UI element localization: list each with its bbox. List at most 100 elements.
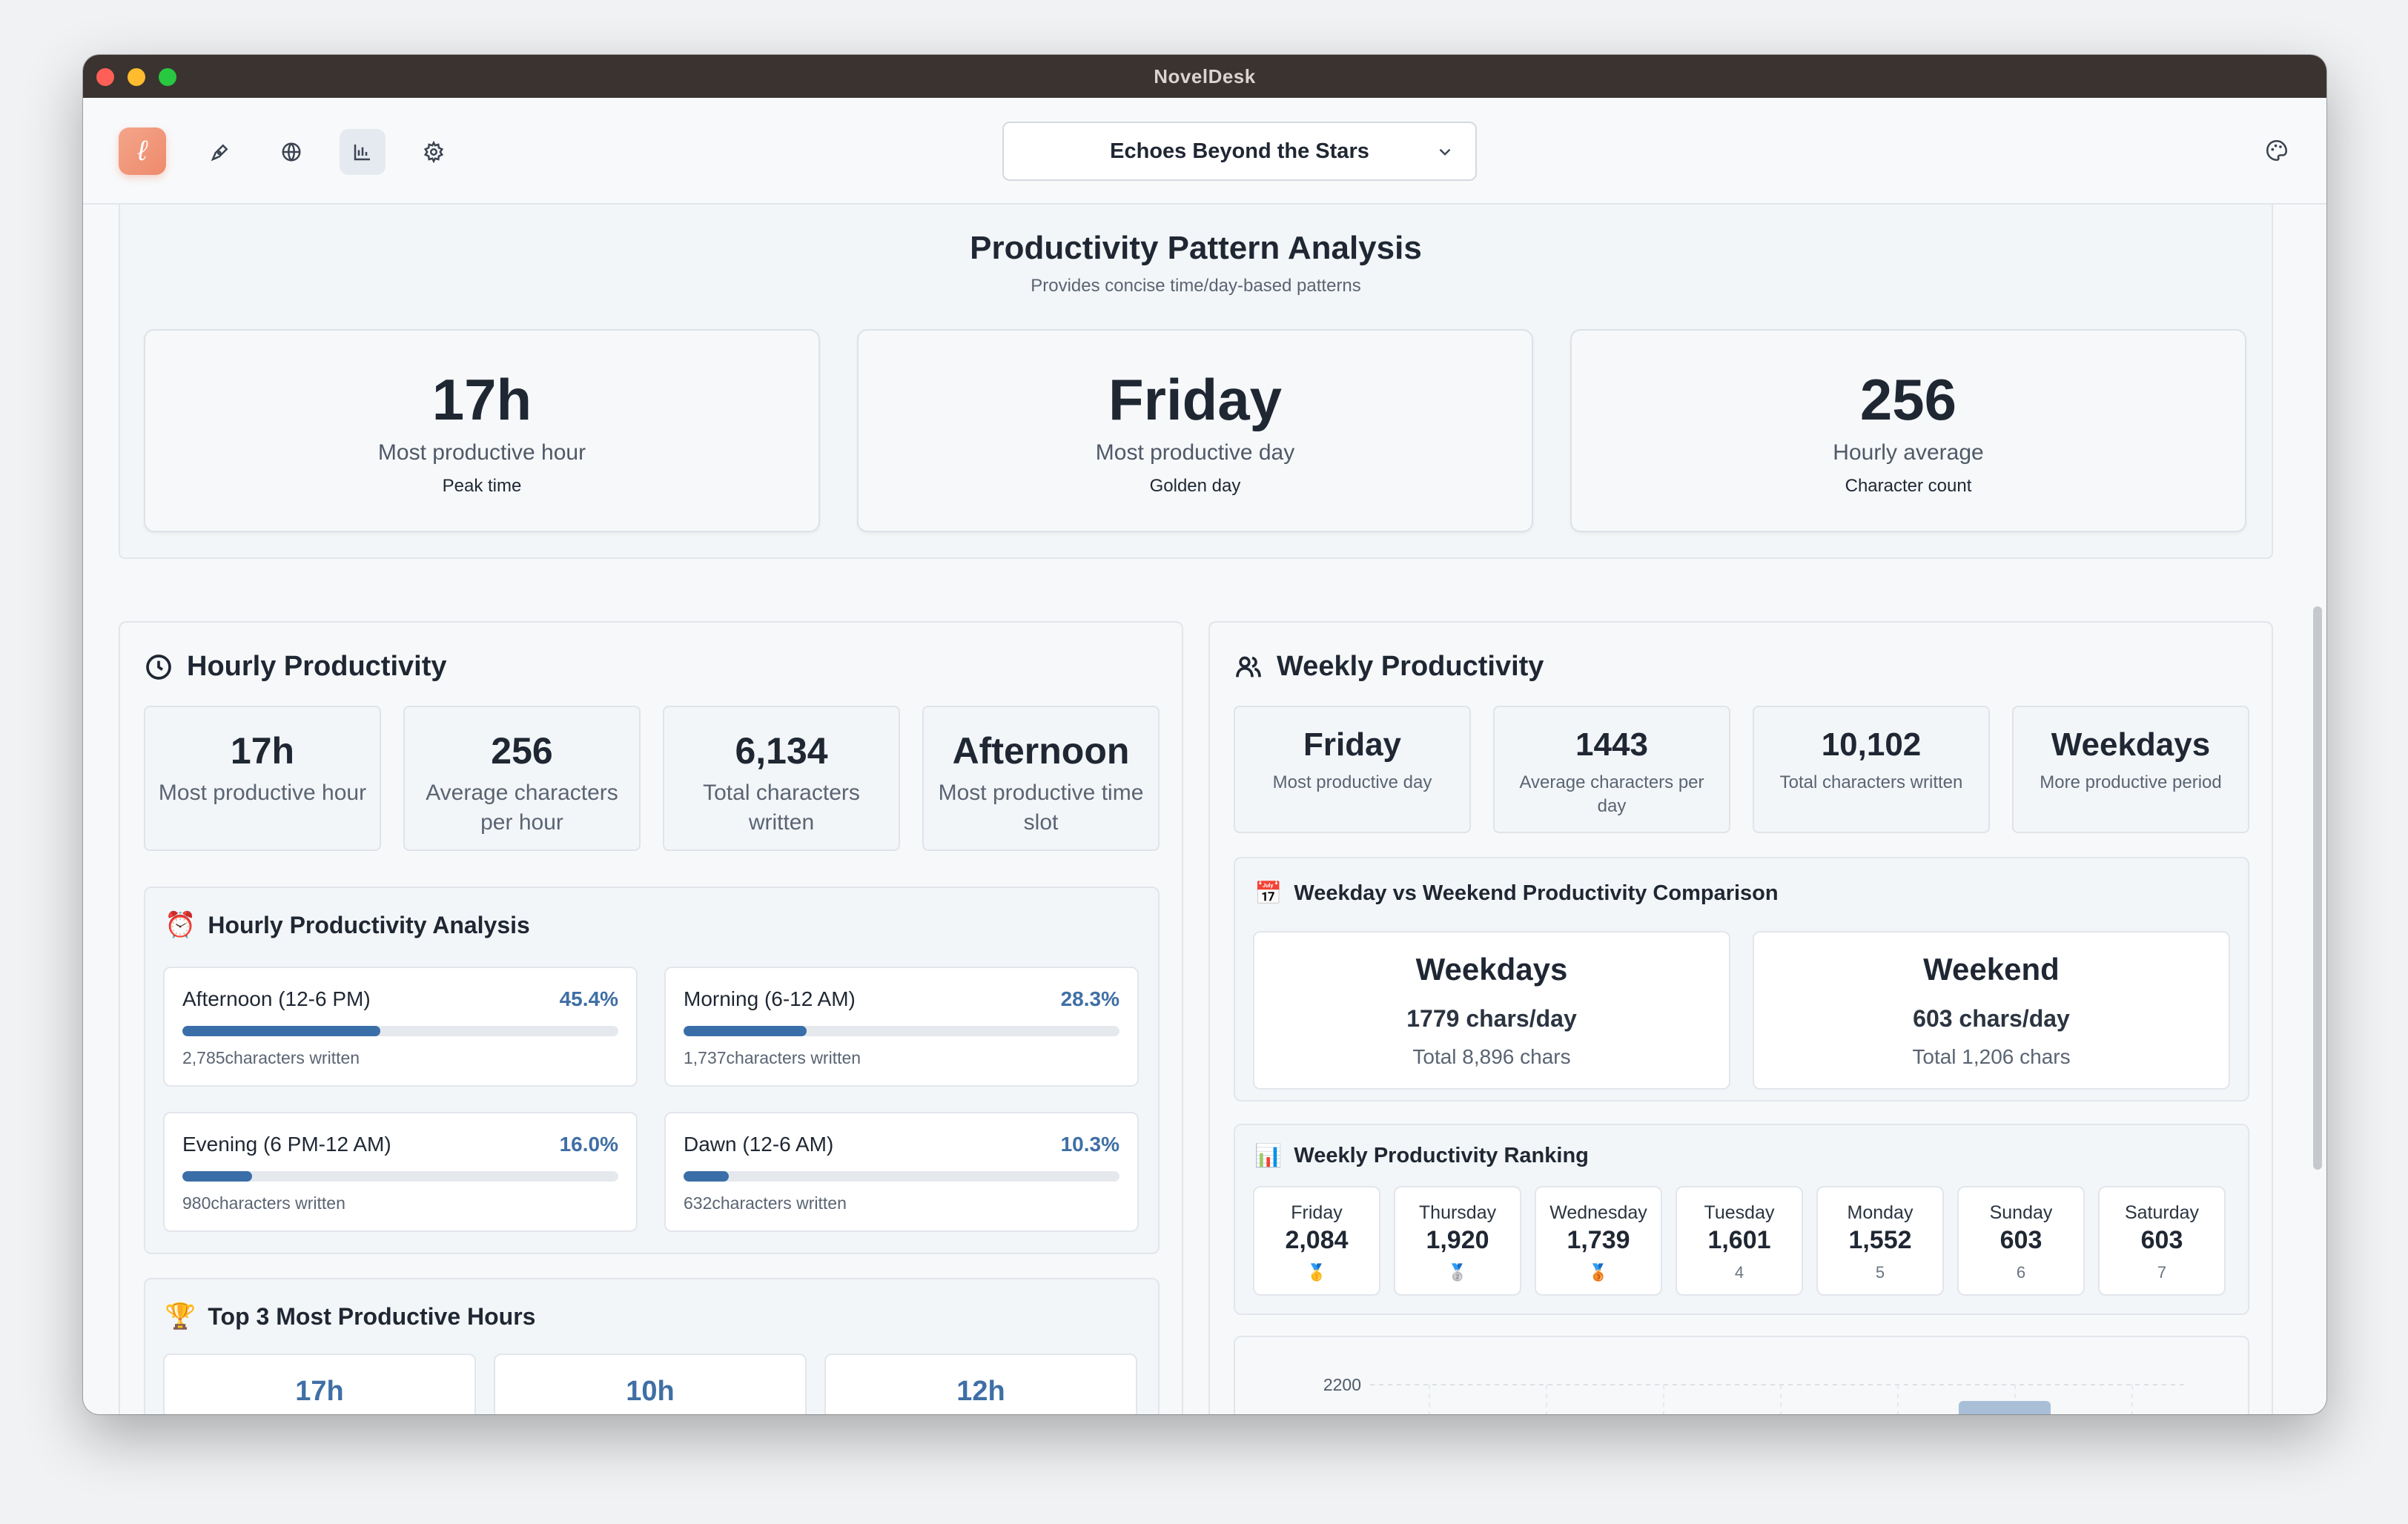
subpanel-header: 🏆 Top 3 Most Productive Hours — [165, 1302, 535, 1331]
peak-hour-card: 17h Most productive hour Peak time — [144, 329, 820, 532]
project-select[interactable]: Echoes Beyond the Stars — [1002, 122, 1477, 181]
weekly-chart: 2200 — [1323, 1375, 2187, 1414]
trophy-icon: 🏆 — [165, 1302, 196, 1331]
stat-label: Most productive hour — [158, 781, 367, 805]
minimize-window-button[interactable] — [128, 68, 145, 86]
rank-value: 1,739 — [1567, 1226, 1630, 1254]
rank-day: Thursday — [1418, 1202, 1497, 1223]
write-nav-button[interactable] — [197, 129, 243, 175]
panel-header: Hourly Productivity — [144, 651, 447, 683]
card-value: 256 — [1859, 367, 1957, 432]
stat-value: Weekdays — [2051, 726, 2211, 763]
stat-label: Most productive day — [1272, 772, 1432, 792]
vertical-scrollbar[interactable] — [2313, 211, 2322, 1414]
pattern-analysis-panel: Productivity Pattern Analysis Provides c… — [119, 205, 2273, 559]
top-toolbar: ℓ Echoes Beyond the Stars — [83, 98, 2326, 205]
card-label: Most productive day — [1095, 440, 1295, 465]
stat-value: 1443 — [1575, 726, 1648, 763]
card-sublabel: Golden day — [1149, 476, 1241, 496]
progress-track — [684, 1171, 1119, 1182]
weekend-rate: 603 chars/day — [1913, 1005, 2070, 1032]
time-slot-card: Morning (6-12 AM) 28.3% 1,737characters … — [664, 967, 1139, 1087]
stat-label: Most productive time slot — [938, 781, 1144, 835]
top-hour-value: 10h — [626, 1376, 675, 1407]
app-logo[interactable]: ℓ — [119, 127, 166, 175]
progress-fill — [182, 1171, 253, 1182]
weekday-weekend-subpanel: 📅 Weekday vs Weekend Productivity Compar… — [1234, 857, 2249, 1101]
progress-track — [182, 1171, 618, 1182]
card-value: Friday — [1108, 367, 1283, 432]
gold-medal-icon: 🥇 — [1306, 1263, 1327, 1282]
time-slot-percent: 45.4% — [559, 987, 618, 1010]
subpanel-title: Hourly Productivity Analysis — [208, 911, 530, 938]
time-slot-name: Dawn (12-6 AM) — [684, 1133, 834, 1156]
rank-card: Sunday 603 6 — [1957, 1186, 2085, 1296]
rank-value: 2,084 — [1285, 1226, 1349, 1254]
close-window-button[interactable] — [96, 68, 114, 86]
top-hour-value: 12h — [956, 1376, 1005, 1407]
rank-card: Monday 1,552 5 — [1816, 1186, 1944, 1296]
progress-fill — [684, 1171, 729, 1182]
bar-chart-icon — [354, 145, 370, 161]
progress-track — [684, 1026, 1119, 1036]
stat-card: Friday Most productive day — [1234, 706, 1471, 833]
rank-card: Tuesday 1,601 4 — [1676, 1186, 1803, 1296]
weekly-productivity-panel: Weekly Productivity Friday Most producti… — [1208, 621, 2273, 1414]
stat-label: More productive period — [2040, 772, 2222, 792]
rank-day: Friday — [1291, 1202, 1343, 1223]
time-slot-name: Afternoon (12-6 PM) — [182, 987, 371, 1010]
top-hour-card: 10h — [494, 1354, 807, 1414]
world-nav-button[interactable] — [268, 129, 314, 175]
hourly-average-card: 256 Hourly average Character count — [1570, 329, 2246, 532]
chevron-down-icon — [1439, 148, 1451, 156]
window-controls — [96, 68, 176, 86]
rank-value: 603 — [2140, 1226, 2183, 1254]
palette-icon[interactable] — [2264, 138, 2289, 163]
stat-label: Total characters written — [1779, 772, 1963, 792]
stat-value: Friday — [1303, 726, 1402, 763]
scrollbar-thumb[interactable] — [2313, 606, 2322, 1170]
stat-card: 1443 Average characters per day — [1493, 706, 1730, 833]
card-label: Hourly average — [1833, 440, 1984, 465]
rank-value: 603 — [2000, 1226, 2042, 1254]
clock-icon — [146, 654, 171, 680]
rank-number: 4 — [1734, 1263, 1744, 1282]
progress-fill — [684, 1026, 807, 1036]
rank-number: 6 — [2016, 1263, 2026, 1282]
time-slot-percent: 10.3% — [1060, 1133, 1119, 1156]
rank-day: Wednesday — [1549, 1202, 1647, 1223]
stat-card: 256 Average characters per hour — [403, 706, 641, 851]
time-slot-card: Afternoon (12-6 PM) 45.4% 2,785character… — [163, 967, 638, 1087]
subpanel-header: 📊 Weekly Productivity Ranking — [1254, 1143, 1589, 1169]
progress-track — [182, 1026, 618, 1036]
card-sublabel: Character count — [1845, 476, 1972, 496]
window-title: NovelDesk — [1154, 64, 1256, 87]
time-slot-chars: 980characters written — [182, 1193, 345, 1213]
weekdays-rate: 1779 chars/day — [1406, 1005, 1577, 1032]
rank-day: Saturday — [2124, 1202, 2200, 1223]
maximize-window-button[interactable] — [159, 68, 176, 86]
card-value: 17h — [431, 367, 532, 432]
hourly-productivity-panel: Hourly Productivity 17h Most productive … — [119, 621, 1183, 1414]
statistics-nav-button[interactable] — [340, 129, 386, 175]
globe-icon — [282, 142, 301, 162]
golden-day-card: Friday Most productive day Golden day — [857, 329, 1533, 532]
time-slot-card: Dawn (12-6 AM) 10.3% 632characters writt… — [664, 1112, 1139, 1232]
stat-card: 6,134 Total characters written — [663, 706, 900, 851]
gear-icon — [423, 141, 444, 163]
hourly-analysis-subpanel: ⏰ Hourly Productivity Analysis Afternoon… — [144, 887, 1160, 1254]
pattern-subtitle: Provides concise time/day-based patterns — [1031, 276, 1361, 296]
alarm-clock-icon: ⏰ — [165, 911, 196, 939]
pen-nib-icon — [211, 144, 228, 162]
weekend-total: Total 1,206 chars — [1912, 1045, 2071, 1068]
settings-nav-button[interactable] — [411, 129, 457, 175]
subpanel-title: Top 3 Most Productive Hours — [208, 1302, 536, 1330]
panel-header: Weekly Productivity — [1234, 651, 1544, 683]
top-hours-subpanel: 🏆 Top 3 Most Productive Hours 17h 10h 12… — [144, 1278, 1160, 1414]
stat-value: 10,102 — [1821, 726, 1922, 763]
rank-day: Sunday — [1989, 1202, 2053, 1223]
time-slot-name: Morning (6-12 AM) — [684, 987, 856, 1010]
stat-value: 6,134 — [735, 730, 828, 772]
weekdays-total: Total 8,896 chars — [1412, 1045, 1571, 1068]
subpanel-title: Weekday vs Weekend Productivity Comparis… — [1294, 881, 1779, 905]
